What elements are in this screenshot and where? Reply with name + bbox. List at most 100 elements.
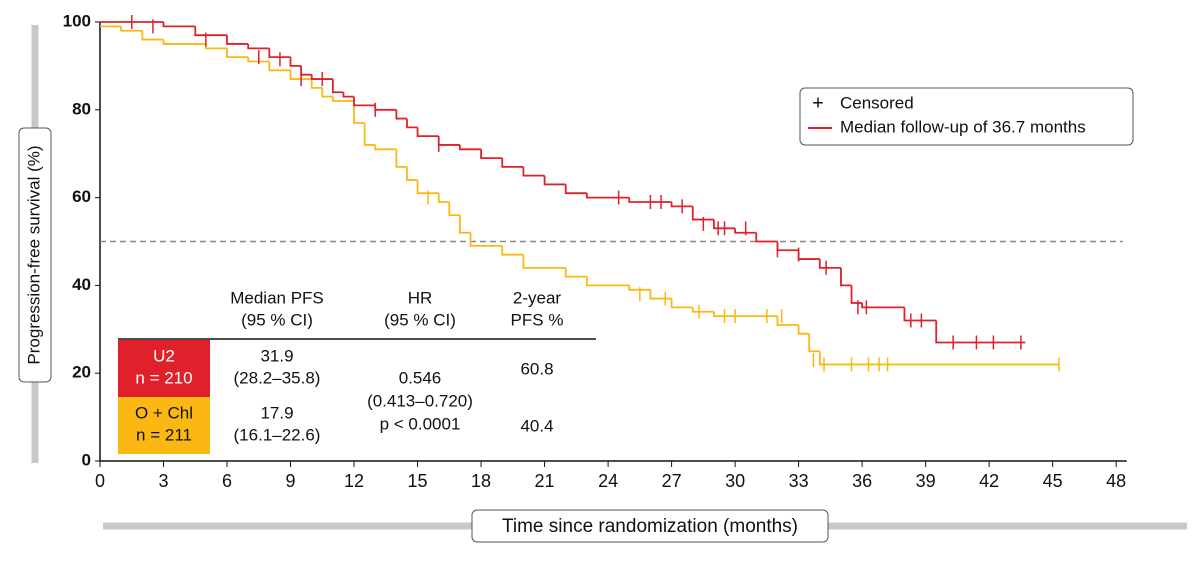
table-header: (95 % CI) [241,310,313,329]
y-axis-label: Progression-free survival (%) [24,145,43,364]
survival-step [321,87,333,98]
table-header: HR [408,288,433,307]
x-tick-label: 39 [916,471,936,491]
x-label-box [471,509,829,543]
survival-step [395,109,407,120]
survival-step [268,61,291,72]
survival-step [363,122,376,146]
hazard-ratio: p < 0.0001 [380,414,461,433]
survival-step [342,92,355,98]
survival-step [448,201,460,217]
survival-step [395,149,407,168]
group-n: n = 210 [135,368,192,387]
median-ci: (16.1–22.6) [234,425,321,444]
survival-step [840,267,852,287]
survival-step [247,43,270,50]
pfs-2yr: 60.8 [520,359,553,378]
survival-step [331,79,344,94]
survival-step [776,316,799,326]
survival-step [268,48,291,59]
survival-step [808,333,820,353]
median-ci: (28.2–35.8) [234,368,321,387]
x-tick-label: 9 [286,471,296,491]
survival-step [437,193,450,203]
survival-step [734,228,757,234]
x-tick-label: 42 [979,471,999,491]
survival-step [586,193,630,199]
y-tick-label: 20 [72,363,91,382]
survival-step [162,22,196,28]
survival-step [861,302,905,309]
survival-step [194,26,228,37]
survival-step [416,127,439,138]
x-tick-label: 3 [159,471,169,491]
pfs-2yr: 40.4 [520,416,553,435]
x-tick-label: 30 [725,471,745,491]
x-axis-label: Time since randomization (months) [502,516,798,537]
survival-step [247,57,270,63]
survival-step [501,158,524,168]
survival-step [586,276,630,287]
survival-step [797,324,810,335]
survival-step [480,149,503,159]
x-tick-label: 27 [662,471,682,491]
legend-censor-symbol: + [812,92,824,114]
survival-step [406,118,418,129]
y-label-box [18,127,52,383]
survival-step [310,79,323,89]
hazard-ratio: (0.413–0.720) [367,391,473,410]
x-tick-label: 33 [789,471,809,491]
table-header: 2-year [513,288,562,307]
y-tick-label: 40 [72,275,91,294]
median-pfs: 17.9 [260,403,293,422]
survival-step [353,96,376,107]
survival-step [406,166,418,181]
x-tick-label: 45 [1043,471,1063,491]
x-tick-label: 21 [535,471,555,491]
survival-step [818,259,841,269]
survival-step [226,48,249,59]
x-tick-label: 48 [1106,471,1126,491]
table-header: Median PFS [230,288,324,307]
survival-step [691,206,714,221]
survival-step [226,35,249,45]
y-tick-label: 0 [82,450,91,469]
survival-step [522,166,545,177]
group-n: n = 211 [136,425,192,444]
x-tick-label: 0 [95,471,105,491]
survival-step [458,215,471,234]
survival-step [310,74,333,80]
group-cell [118,397,210,454]
y-tick-label: 100 [63,11,91,30]
survival-step [416,180,439,195]
survival-step [628,285,651,291]
survival-step [564,184,587,195]
table-header: (95 % CI) [384,310,456,329]
survival-step [120,26,143,32]
survival-step [628,197,672,203]
survival-step [713,311,778,318]
survival-step [469,232,503,247]
survival-step [522,254,566,269]
legend-label: Censored [840,93,914,112]
y-tick-label: 60 [72,187,91,206]
survival-step [353,101,365,124]
table-header: PFS % [511,310,564,329]
survival-step [903,307,937,322]
x-tick-label: 24 [598,471,618,491]
survival-step [713,219,736,230]
y-tick-label: 80 [72,99,91,118]
survival-step [543,175,566,186]
survival-step [374,144,397,151]
survival-step [564,267,587,278]
survival-step [458,144,482,151]
survival-step [141,30,164,41]
survival-step [501,245,524,256]
survival-step [755,232,778,243]
legend-label: Median follow-up of 36.7 months [840,117,1086,136]
x-tick-label: 6 [222,471,232,491]
x-tick-label: 12 [344,471,364,491]
survival-step [289,57,302,67]
